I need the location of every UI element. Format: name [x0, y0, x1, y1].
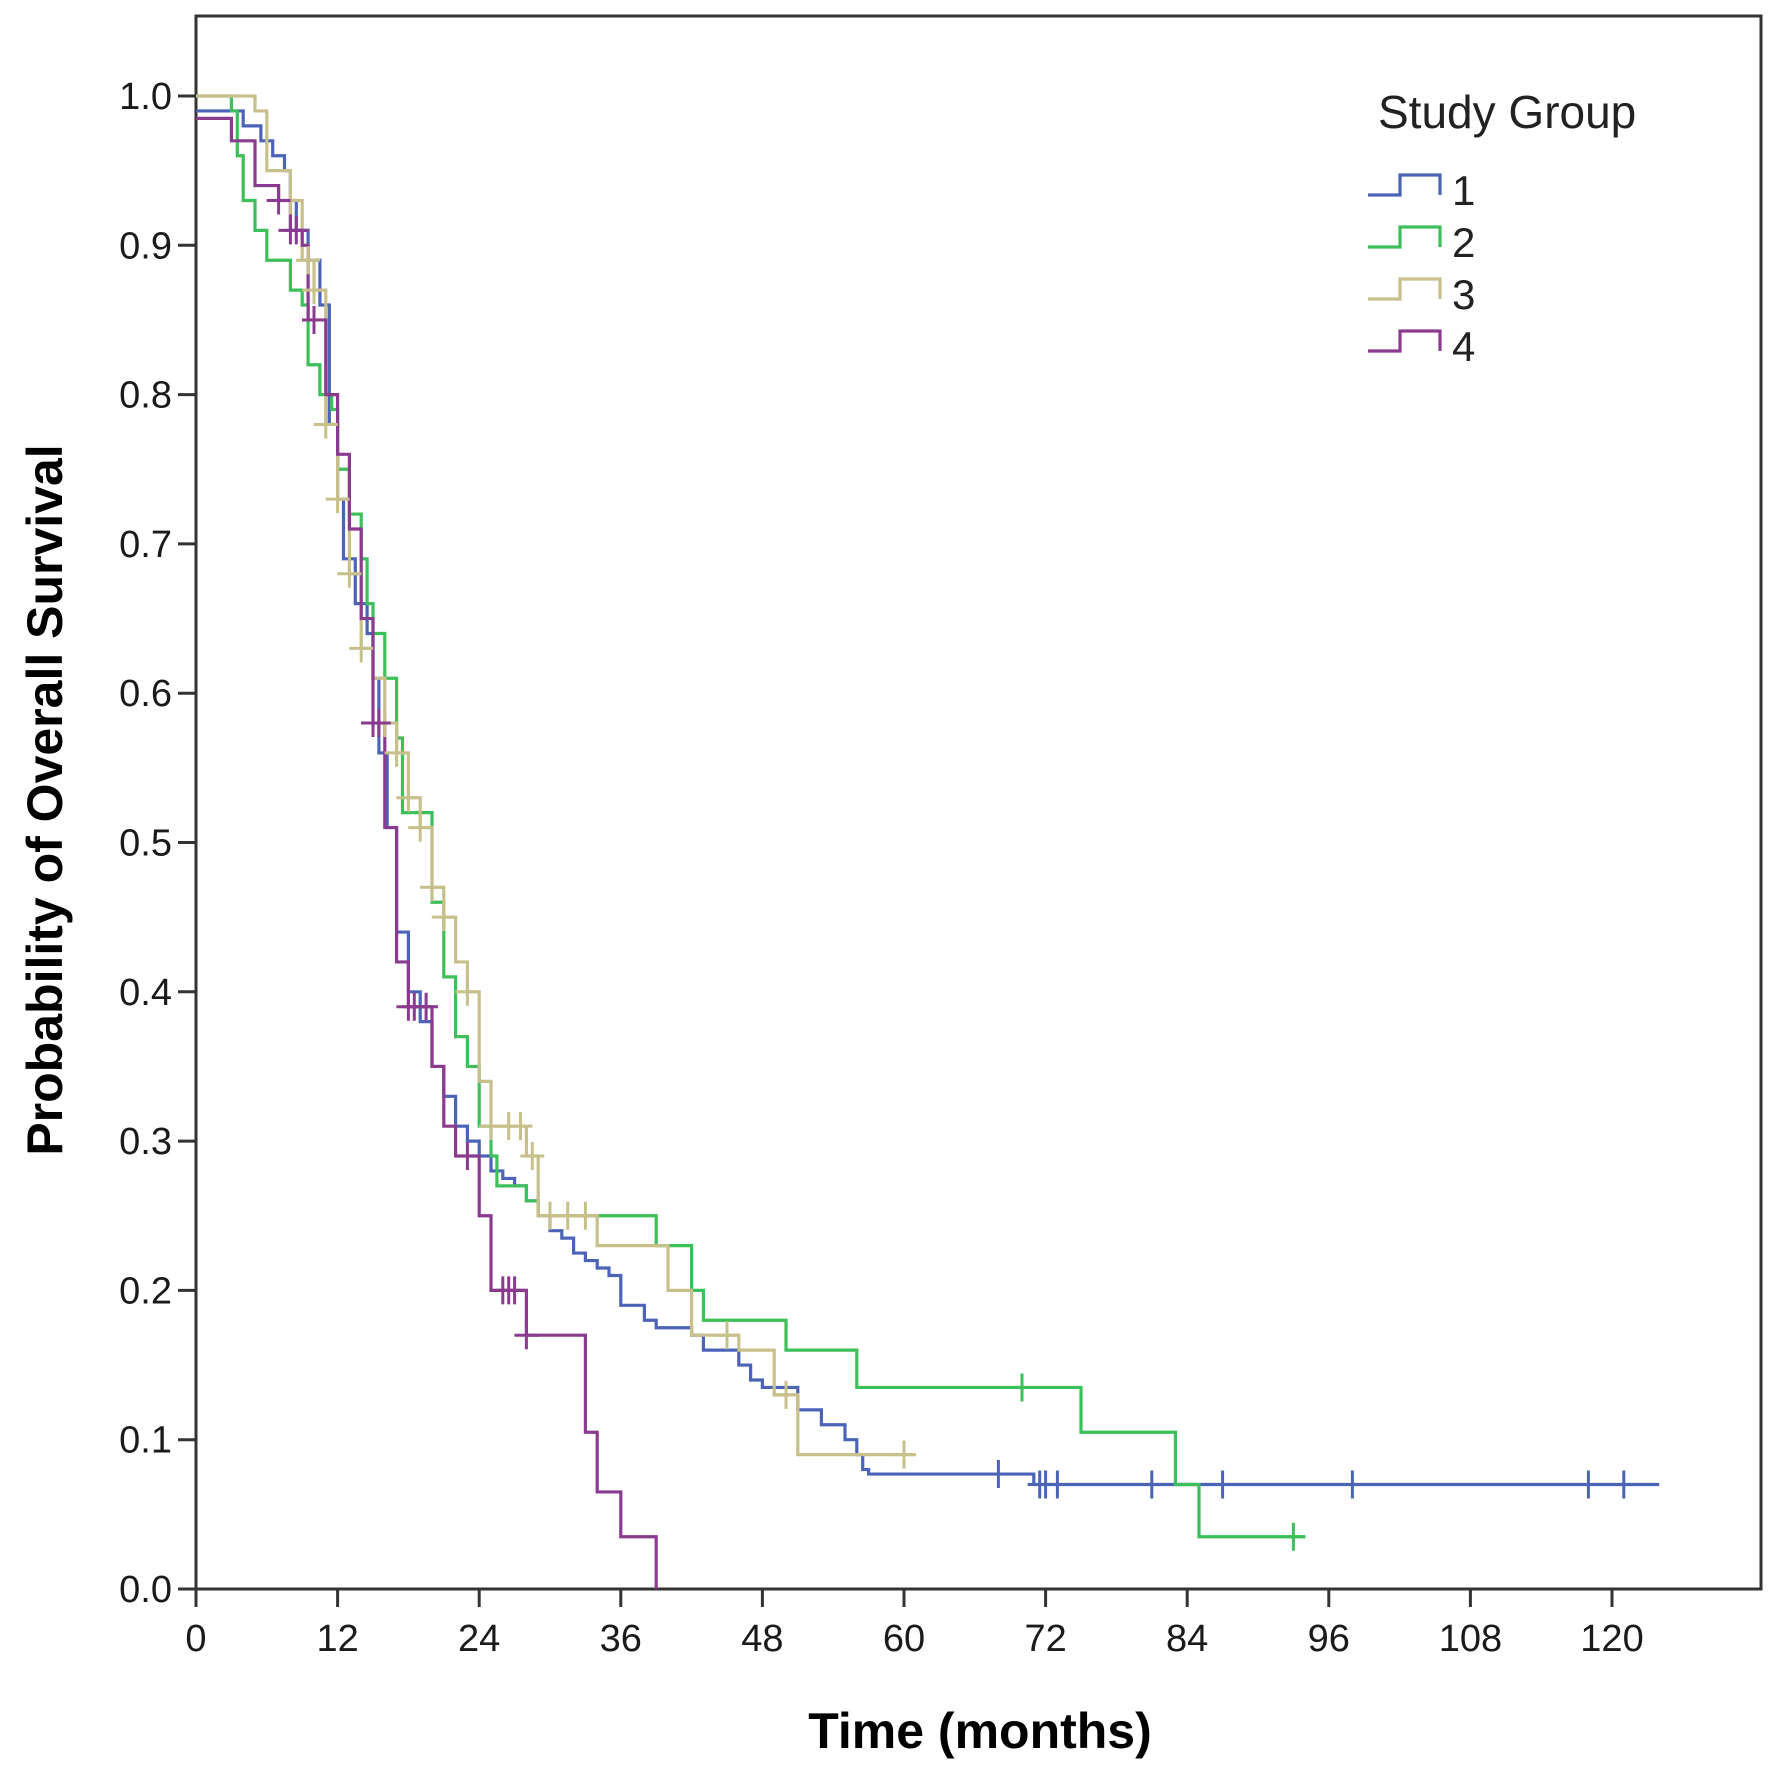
x-tick-label: 0: [185, 1618, 206, 1660]
survival-curves: [196, 94, 1660, 1589]
plot-frame: [194, 14, 1763, 1591]
censor-mark-series-3: [420, 873, 444, 902]
x-tick-label: 48: [741, 1618, 783, 1660]
legend-symbol-1: [1368, 173, 1442, 197]
legend-title: Study Group: [1378, 86, 1636, 138]
y-axis-title: Probability of Overall Survival: [17, 444, 73, 1155]
series-4-curve: [196, 116, 658, 1589]
censor-mark-series-3: [573, 1201, 598, 1230]
censor-mark-series-3: [715, 1321, 739, 1350]
legend-label-4: 4: [1452, 323, 1475, 370]
censor-mark-series-3: [396, 783, 421, 812]
legend-label-2: 2: [1452, 219, 1475, 266]
x-tick-label: 12: [316, 1618, 358, 1660]
y-tick-label: 0.0: [119, 1569, 172, 1611]
x-axis-title: Time (months): [808, 1703, 1152, 1759]
y-tick-label: 0.1: [119, 1420, 172, 1462]
x-tick-label: 60: [883, 1618, 925, 1660]
x-axis: 0 12 24 36 48 60 72 84 96 108 120: [185, 1589, 1644, 1660]
y-tick-label: 0.3: [119, 1121, 172, 1163]
series-2-curve: [196, 94, 1306, 1539]
censor-mark-series-1: [1340, 1470, 1365, 1499]
censor-mark-series-3: [325, 485, 350, 514]
legend: Study Group 1 2 3 4: [1368, 86, 1636, 370]
censor-mark-series-4: [502, 1276, 527, 1305]
censor-mark-series-3: [302, 276, 326, 305]
x-tick-label: 36: [600, 1618, 642, 1660]
y-tick-label: 0.6: [119, 673, 172, 715]
censor-mark-series-4: [414, 992, 439, 1021]
censor-mark-series-2: [1010, 1373, 1034, 1402]
legend-label-1: 1: [1452, 167, 1475, 214]
censor-mark-series-3: [520, 1142, 545, 1171]
legend-symbol-4: [1368, 329, 1442, 353]
censor-mark-series-4: [366, 709, 391, 738]
y-tick-label: 0.4: [119, 972, 172, 1014]
censor-mark-series-4: [266, 186, 291, 215]
y-tick-label: 1.0: [119, 76, 172, 118]
censor-mark-series-4: [284, 216, 309, 245]
x-tick-label: 84: [1166, 1618, 1208, 1660]
censor-mark-series-3: [508, 1112, 533, 1141]
censor-mark-series-3: [455, 977, 480, 1006]
censor-mark-series-1: [986, 1460, 1011, 1489]
legend-label-3: 3: [1452, 271, 1475, 318]
censor-mark-series-1: [1045, 1470, 1070, 1499]
censor-mark-series-4: [514, 1321, 539, 1350]
censor-mark-series-3: [408, 813, 433, 842]
x-tick-label: 120: [1580, 1618, 1643, 1660]
y-tick-label: 0.7: [119, 524, 172, 566]
censor-marks: [266, 186, 1636, 1551]
censor-mark-series-4: [455, 1142, 480, 1171]
legend-symbol-2: [1368, 225, 1442, 249]
y-axis: 0.0 0.1 0.2 0.3 0.4 0.5 0.6 0.7 0.8 0.9 1.0: [119, 76, 196, 1611]
series-3-curve: [196, 94, 916, 1457]
censor-mark-series-3: [431, 903, 456, 932]
legend-symbol-3: [1368, 277, 1442, 301]
x-tick-label: 24: [458, 1618, 500, 1660]
censor-mark-series-1: [1139, 1470, 1164, 1499]
censor-mark-series-2: [1281, 1522, 1306, 1551]
censor-mark-series-3: [296, 246, 321, 275]
censor-mark-series-1: [1611, 1470, 1636, 1499]
y-tick-label: 0.9: [119, 225, 172, 267]
censor-mark-series-3: [384, 738, 409, 767]
censor-mark-series-1: [1210, 1470, 1235, 1499]
x-tick-label: 72: [1024, 1618, 1066, 1660]
censor-mark-series-3: [313, 410, 338, 439]
censor-mark-series-4: [302, 305, 326, 334]
y-tick-label: 0.8: [119, 375, 172, 417]
x-tick-label: 108: [1439, 1618, 1502, 1660]
censor-mark-series-3: [774, 1380, 798, 1409]
censor-mark-series-3: [349, 634, 374, 663]
censor-mark-series-3: [892, 1440, 916, 1469]
x-tick-label: 96: [1308, 1618, 1350, 1660]
censor-mark-series-3: [337, 559, 362, 588]
censor-mark-series-1: [1576, 1470, 1601, 1499]
y-tick-label: 0.5: [119, 823, 172, 865]
y-tick-label: 0.2: [119, 1270, 172, 1312]
